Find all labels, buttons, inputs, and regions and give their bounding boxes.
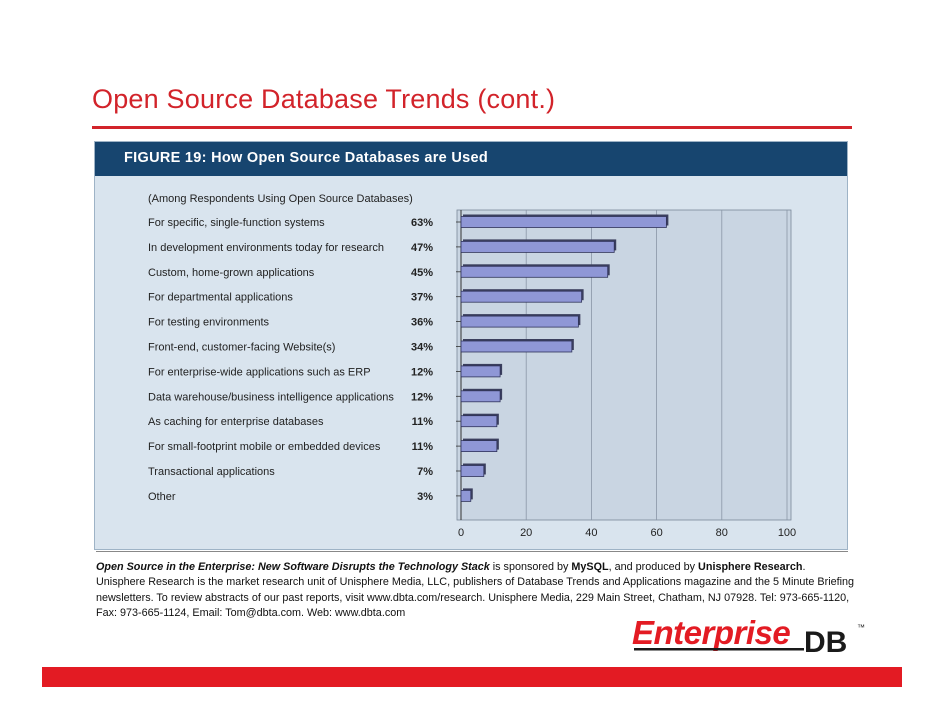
footnote-report-title: Open Source in the Enterprise: New Softw… — [96, 561, 490, 573]
logo-underline — [634, 648, 804, 651]
value-label: 34% — [411, 342, 433, 354]
value-label: 47% — [411, 242, 433, 254]
value-label: 7% — [417, 466, 433, 478]
bar — [460, 241, 615, 253]
value-label: 63% — [411, 217, 433, 229]
value-label: 11% — [412, 416, 434, 428]
footnote-sponsor: MySQL — [571, 561, 609, 573]
bar — [460, 315, 579, 328]
category-label: For specific, single-function systems — [148, 217, 325, 229]
category-labels: For specific, single-function systems In … — [148, 217, 394, 503]
enterprisedb-logo: Enterprise DB ™ — [632, 614, 865, 659]
category-label: Data warehouse/business intelligence app… — [148, 391, 394, 403]
figure-header: FIGURE 19: How Open Source Databases are… — [95, 142, 847, 176]
value-label: 12% — [411, 391, 433, 403]
logo-word-db: DB — [804, 626, 847, 659]
footnote: Open Source in the Enterprise: New Softw… — [96, 560, 856, 622]
x-tick-label: 20 — [520, 527, 532, 539]
category-label: Other — [148, 491, 176, 503]
x-tick-label: 100 — [778, 527, 796, 539]
title-rule — [92, 126, 852, 129]
value-label: 45% — [411, 267, 433, 279]
category-label: Custom, home-grown applications — [148, 267, 315, 279]
value-label: 37% — [411, 292, 433, 304]
bottom-accent-bar — [42, 667, 902, 687]
category-label: For testing environments — [148, 317, 270, 329]
logo-trademark: ™ — [857, 623, 865, 632]
footnote-part3: . Unisphere Research is the market resea… — [96, 561, 855, 620]
x-tick-label: 0 — [458, 527, 464, 539]
bar — [460, 340, 573, 353]
value-label: 36% — [411, 317, 433, 329]
footnote-rule — [96, 551, 848, 552]
footnote-part2: , and produced by — [608, 561, 699, 573]
bar — [460, 390, 501, 403]
bar — [460, 216, 667, 228]
footnote-producer: Unisphere Research — [698, 561, 803, 573]
category-label: For enterprise-wide applications such as… — [148, 366, 371, 378]
value-label: 3% — [417, 491, 433, 503]
category-label: For departmental applications — [148, 292, 293, 304]
x-tick-label: 40 — [585, 527, 597, 539]
figure-caption: FIGURE 19: How Open Source Databases are… — [124, 150, 489, 166]
bar-chart: (Among Respondents Using Open Source Dat… — [96, 176, 846, 548]
bar — [460, 489, 472, 502]
x-tick-label: 80 — [716, 527, 728, 539]
value-label: 12% — [411, 366, 433, 378]
logo-word-enterprise: Enterprise — [632, 614, 790, 651]
x-tick-labels: 0 20 40 60 80 100 — [458, 527, 796, 539]
value-labels: 63% 47% 45% 37% 36% 34% 12% 12% 11% 11% 7% 3% — [411, 217, 433, 503]
bar — [460, 365, 501, 378]
bar — [460, 440, 498, 453]
category-label: In development environments today for re… — [148, 242, 384, 254]
plot-area — [456, 209, 792, 521]
bar — [460, 290, 583, 303]
footnote-part1: is sponsored by — [489, 561, 572, 573]
bar — [460, 265, 609, 278]
figure-subtitle: (Among Respondents Using Open Source Dat… — [148, 193, 413, 205]
category-label: As caching for enterprise databases — [148, 416, 324, 428]
x-tick-label: 60 — [650, 527, 662, 539]
category-label: For small-footprint mobile or embedded d… — [148, 441, 381, 453]
category-label: Transactional applications — [148, 466, 275, 478]
category-label: Front-end, customer-facing Website(s) — [148, 342, 335, 354]
slide-title: Open Source Database Trends (cont.) — [92, 84, 556, 114]
bar — [460, 465, 485, 477]
bars — [460, 214, 669, 502]
value-label: 11% — [412, 441, 434, 453]
bar — [460, 415, 498, 428]
figure-panel: FIGURE 19: How Open Source Databases are… — [94, 141, 848, 550]
